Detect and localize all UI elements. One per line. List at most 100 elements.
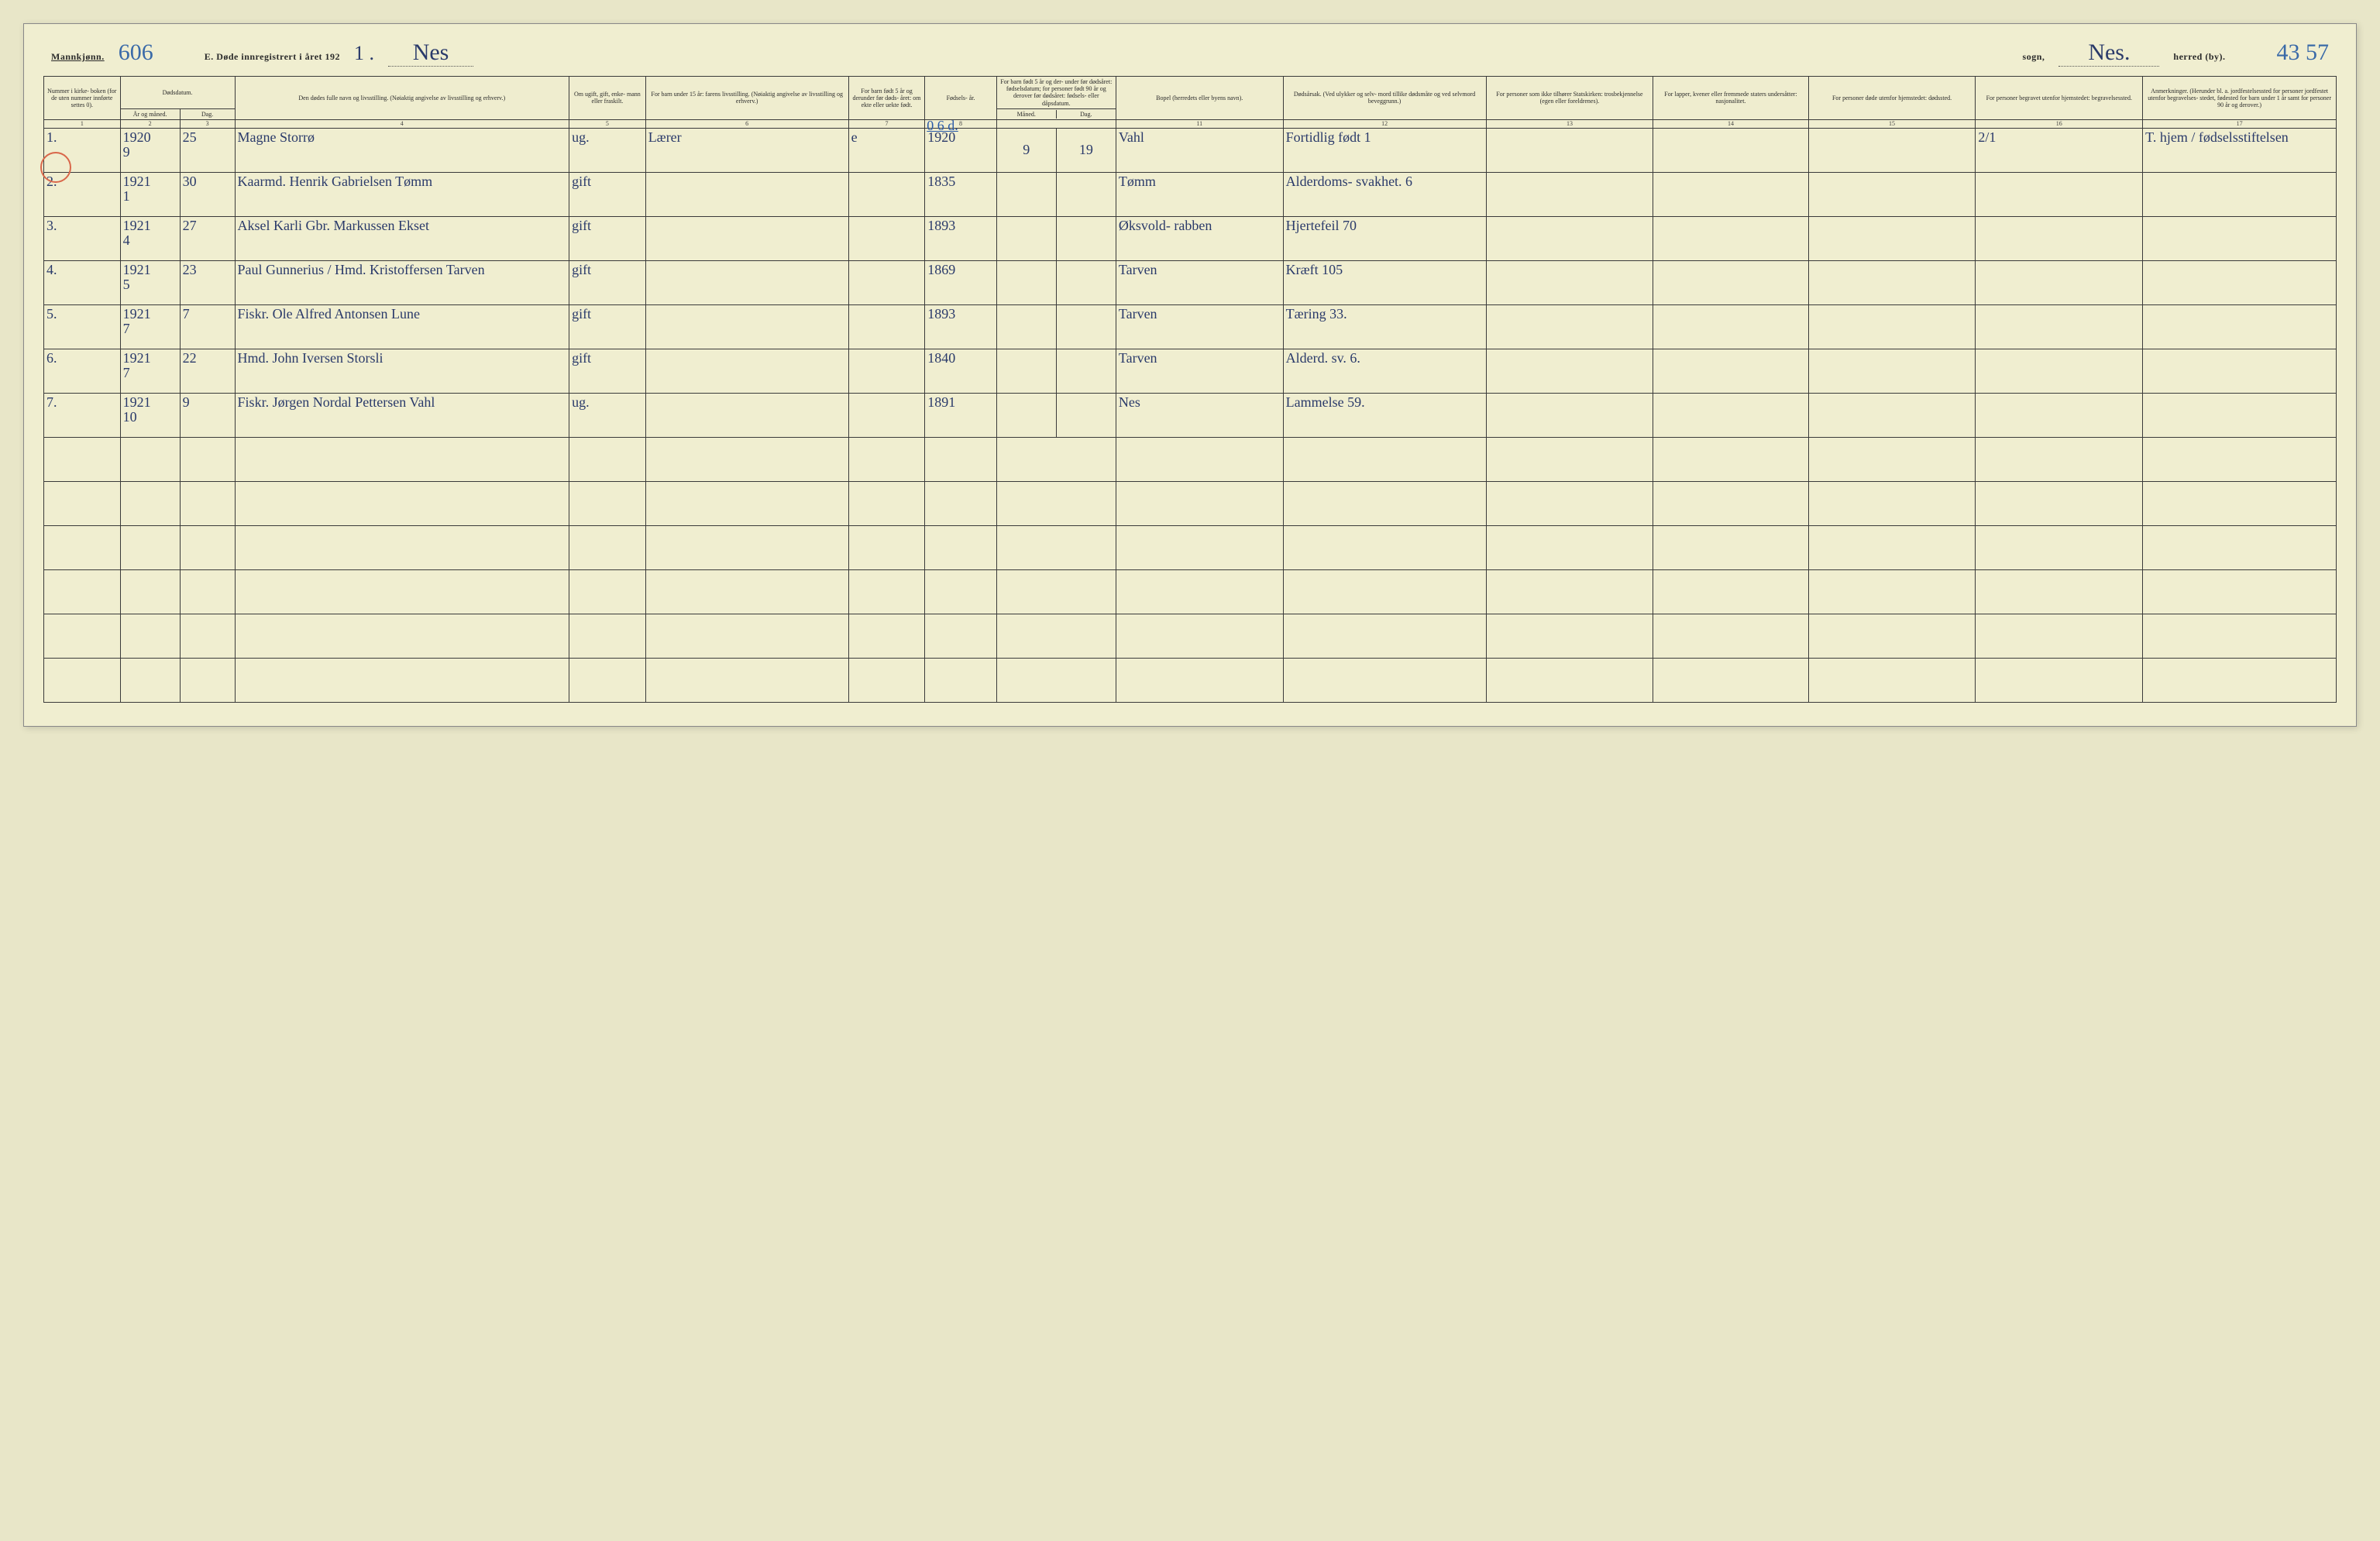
cell-birth-year: 1840 <box>925 349 996 393</box>
cell-16 <box>1976 393 2143 437</box>
cell-empty <box>1486 614 1653 658</box>
cell-empty <box>120 569 180 614</box>
cell-17 <box>2143 393 2337 437</box>
cell-empty <box>996 437 1116 481</box>
cell-17: T. hjem / fødselsstiftelsen <box>2143 128 2337 172</box>
cell-ekte <box>848 304 925 349</box>
cell-empty <box>44 658 121 702</box>
cell-empty <box>1808 525 1976 569</box>
cell-name: Aksel Karli Gbr. Markussen Ekset <box>235 216 569 260</box>
cell-14 <box>1653 216 1808 260</box>
cell-empty <box>996 569 1116 614</box>
table-row: 3.1921427Aksel Karli Gbr. Markussen Ekse… <box>44 216 2337 260</box>
register-page: Mannkjønn. 606 E. Døde innregistrert i å… <box>23 23 2357 727</box>
cell-13 <box>1486 304 1653 349</box>
cell-empty <box>44 614 121 658</box>
cell-empty <box>120 525 180 569</box>
cell-birth-year: 19200 6 d. <box>925 128 996 172</box>
table-body: 1.1920925Magne Storrøug.Lærere19200 6 d.… <box>44 128 2337 702</box>
cell-empty <box>925 569 996 614</box>
cell-empty <box>645 525 848 569</box>
register-table: Nummer i kirke- boken (for de uten numme… <box>43 76 2337 703</box>
cell-ekte <box>848 349 925 393</box>
sogn-hand: Nes <box>388 40 473 67</box>
cell-empty <box>1653 525 1808 569</box>
cell-empty <box>848 437 925 481</box>
cell-empty <box>848 569 925 614</box>
cell-empty <box>235 569 569 614</box>
table-row-empty <box>44 658 2337 702</box>
cell-empty <box>1283 658 1486 702</box>
cell-empty <box>1116 658 1283 702</box>
cell-empty <box>180 437 235 481</box>
cell-empty <box>645 614 848 658</box>
colnum <box>996 119 1116 128</box>
cell-number: 3. <box>44 216 121 260</box>
col-1-header: Nummer i kirke- boken (for de uten numme… <box>44 77 121 120</box>
herred-label: herred (by). <box>2173 51 2225 63</box>
col-9-sub-header: Måned. Dag. <box>996 108 1116 119</box>
cell-bopel: Tømm <box>1116 172 1283 216</box>
colnum: 2 <box>120 119 180 128</box>
header-row: Mannkjønn. 606 E. Døde innregistrert i å… <box>43 40 2337 67</box>
cell-bopel: Vahl <box>1116 128 1283 172</box>
cell-bopel: Nes <box>1116 393 1283 437</box>
cell-empty <box>1116 525 1283 569</box>
colnum: 13 <box>1486 119 1653 128</box>
cell-empty <box>180 614 235 658</box>
cell-empty <box>2143 658 2337 702</box>
cell-16 <box>1976 260 2143 304</box>
table-row: 5.192177Fiskr. Ole Alfred Antonsen Luneg… <box>44 304 2337 349</box>
col-16-header: For personer begravet utenfor hjemstedet… <box>1976 77 2143 120</box>
cell-empty <box>1976 569 2143 614</box>
col-9b-header: Dag. <box>1057 110 1116 119</box>
cell-cause: Fortidlig født 1 <box>1283 128 1486 172</box>
col-12-header: Dødsårsak. (Ved ulykker og selv- mord ti… <box>1283 77 1486 120</box>
cell-birth-md <box>996 304 1116 349</box>
cell-16: 2/1 <box>1976 128 2143 172</box>
cell-13 <box>1486 260 1653 304</box>
cell-empty <box>925 614 996 658</box>
cell-empty <box>645 481 848 525</box>
cell-empty <box>1808 614 1976 658</box>
cell-birth-md <box>996 349 1116 393</box>
cell-father <box>645 393 848 437</box>
cell-day: 22 <box>180 349 235 393</box>
cell-17 <box>2143 304 2337 349</box>
cell-empty <box>180 481 235 525</box>
cell-empty <box>848 481 925 525</box>
cell-empty <box>996 658 1116 702</box>
cell-empty <box>1486 481 1653 525</box>
cell-16 <box>1976 349 2143 393</box>
cell-birth-md <box>996 393 1116 437</box>
cell-empty <box>1653 658 1808 702</box>
cell-14 <box>1653 172 1808 216</box>
colnum: 3 <box>180 119 235 128</box>
cell-bopel: Tarven <box>1116 349 1283 393</box>
cell-empty <box>235 525 569 569</box>
col-5-header: Om ugift, gift, enke- mann eller fraskil… <box>569 77 646 120</box>
col-4-header: Den dødes fulle navn og livsstilling. (N… <box>235 77 569 120</box>
cell-empty <box>848 614 925 658</box>
cell-marital: gift <box>569 172 646 216</box>
cell-year-month: 192110 <box>120 393 180 437</box>
cell-14 <box>1653 349 1808 393</box>
col-6-header: For barn under 15 år: farens livsstillin… <box>645 77 848 120</box>
header-row-1: Nummer i kirke- boken (for de uten numme… <box>44 77 2337 109</box>
cell-father: Lærer <box>645 128 848 172</box>
cell-empty <box>996 614 1116 658</box>
cell-name: Paul Gunnerius / Hmd. Kristoffersen Tarv… <box>235 260 569 304</box>
cell-empty <box>925 481 996 525</box>
table-row-empty <box>44 481 2337 525</box>
cell-empty <box>569 525 646 569</box>
cell-day: 7 <box>180 304 235 349</box>
cell-cause: Lammelse 59. <box>1283 393 1486 437</box>
cell-number: 2. <box>44 172 121 216</box>
cell-13 <box>1486 349 1653 393</box>
cell-marital: ug. <box>569 128 646 172</box>
cell-13 <box>1486 172 1653 216</box>
cell-empty <box>235 614 569 658</box>
col-2a-header: År og måned. <box>120 108 180 119</box>
cell-empty <box>1486 437 1653 481</box>
cell-empty <box>1116 569 1283 614</box>
